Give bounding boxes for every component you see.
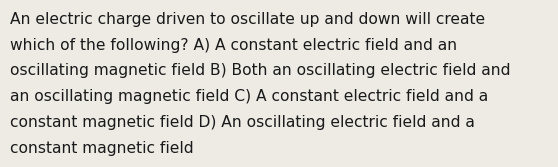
Text: constant magnetic field: constant magnetic field [10,141,194,156]
Text: constant magnetic field D) An oscillating electric field and a: constant magnetic field D) An oscillatin… [10,115,475,130]
Text: oscillating magnetic field B) Both an oscillating electric field and: oscillating magnetic field B) Both an os… [10,63,511,78]
Text: an oscillating magnetic field C) A constant electric field and a: an oscillating magnetic field C) A const… [10,89,488,104]
Text: which of the following? A) A constant electric field and an: which of the following? A) A constant el… [10,38,457,53]
Text: An electric charge driven to oscillate up and down will create: An electric charge driven to oscillate u… [10,12,485,27]
